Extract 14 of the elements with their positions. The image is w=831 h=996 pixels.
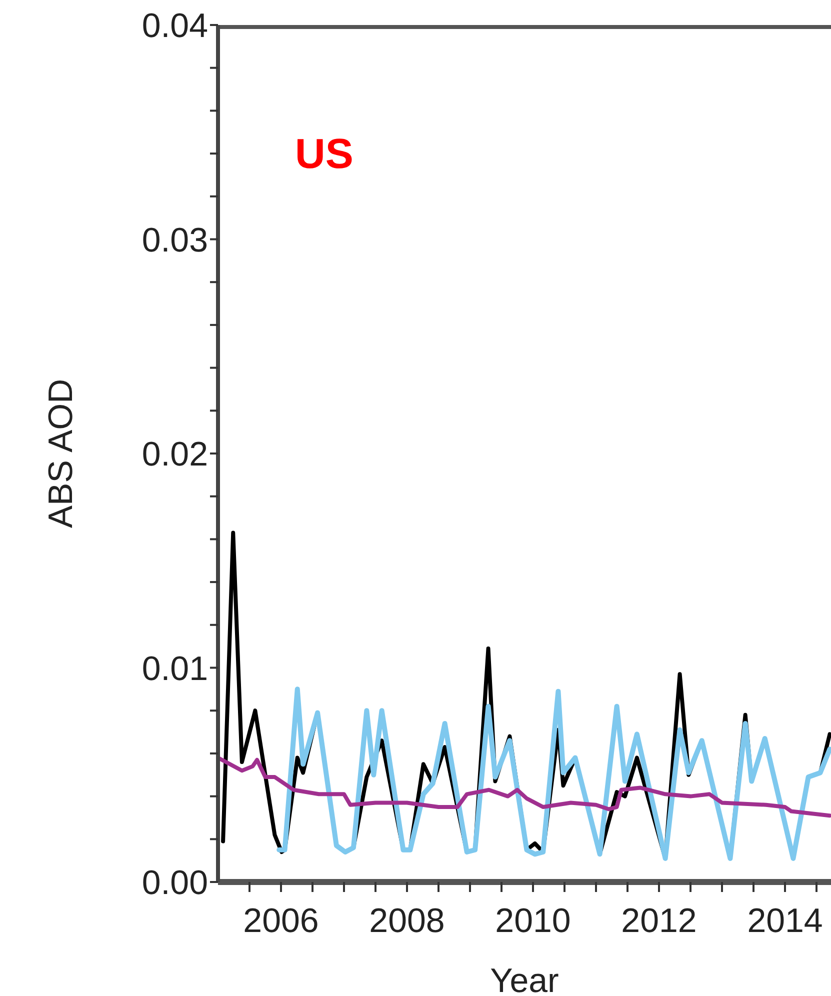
y-tick-label: 0.01 [142, 650, 208, 688]
y-tick-label: 0.03 [142, 221, 208, 260]
line-series [218, 756, 831, 818]
x-tick-label: 2012 [621, 902, 697, 940]
x-tick-label: 2010 [495, 902, 571, 940]
y-tick-label: 0.02 [142, 436, 208, 474]
x-axis-title: Year [490, 962, 559, 996]
annotation: US [295, 130, 354, 177]
x-tick-label: 2014 [747, 902, 823, 940]
y-tick-label: 0.00 [142, 864, 208, 902]
x-tick-label: 2008 [369, 902, 445, 940]
y-axis-title: ABS AOD [42, 378, 80, 528]
y-tick-label: 0.04 [142, 7, 208, 46]
x-tick-label: 2006 [243, 902, 319, 940]
